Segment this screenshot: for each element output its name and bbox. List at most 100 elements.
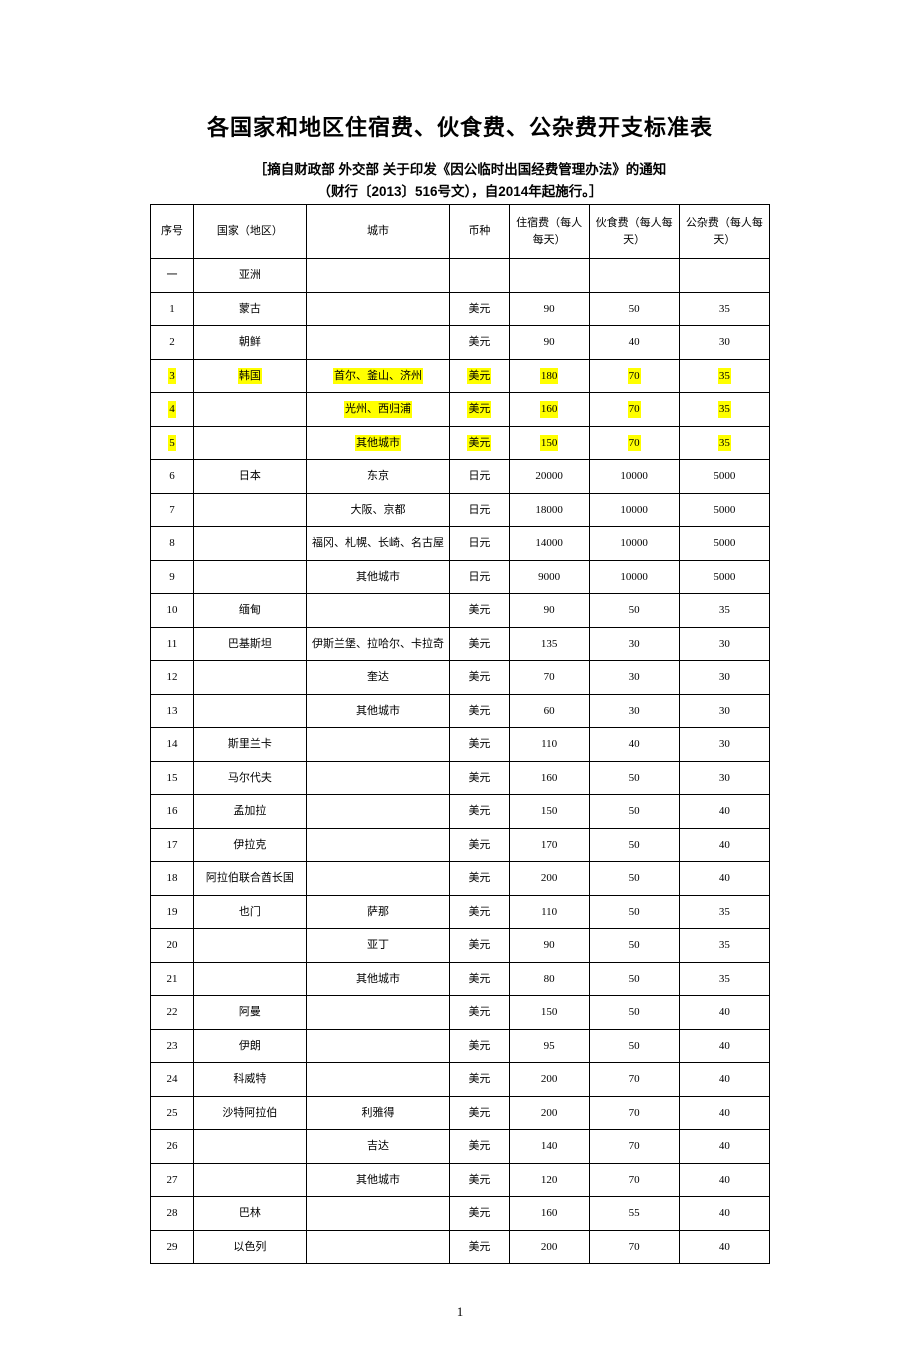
col-header-lodging: 住宿费（每人每天） bbox=[509, 205, 589, 259]
cell-meal: 30 bbox=[589, 627, 679, 661]
table-row: 10缅甸美元905035 bbox=[151, 594, 770, 628]
cell-currency: 美元 bbox=[450, 795, 509, 829]
table-row: 19也门萨那美元1105035 bbox=[151, 895, 770, 929]
highlight: 70 bbox=[628, 368, 641, 385]
highlight: 70 bbox=[628, 401, 641, 418]
cell-city: 奎达 bbox=[306, 661, 449, 695]
cell-misc: 30 bbox=[679, 661, 769, 695]
table-row: 29以色列美元2007040 bbox=[151, 1230, 770, 1264]
highlight: 美元 bbox=[467, 368, 491, 385]
highlight: 首尔、釜山、济州 bbox=[333, 368, 423, 385]
cell-lodging: 180 bbox=[509, 359, 589, 393]
cell-city bbox=[306, 828, 449, 862]
cell-lodging: 150 bbox=[509, 795, 589, 829]
cell-misc: 5000 bbox=[679, 527, 769, 561]
cell-lodging: 90 bbox=[509, 594, 589, 628]
cell-seq: 21 bbox=[151, 962, 194, 996]
table-row: 27其他城市美元1207040 bbox=[151, 1163, 770, 1197]
cell-seq: 11 bbox=[151, 627, 194, 661]
table-row: 22阿曼美元1505040 bbox=[151, 996, 770, 1030]
cell-meal: 50 bbox=[589, 594, 679, 628]
cell-country bbox=[194, 527, 307, 561]
cell-misc: 40 bbox=[679, 1230, 769, 1264]
cell-lodging: 110 bbox=[509, 728, 589, 762]
table-row: 26吉达美元1407040 bbox=[151, 1130, 770, 1164]
cell-currency: 美元 bbox=[450, 1096, 509, 1130]
cell-lodging: 90 bbox=[509, 326, 589, 360]
table-row: 13其他城市美元603030 bbox=[151, 694, 770, 728]
cell-meal: 55 bbox=[589, 1197, 679, 1231]
cell-seq: 18 bbox=[151, 862, 194, 896]
cell-seq: 15 bbox=[151, 761, 194, 795]
cell-lodging: 160 bbox=[509, 393, 589, 427]
cell-seq: 7 bbox=[151, 493, 194, 527]
cell-lodging: 135 bbox=[509, 627, 589, 661]
table-row: 20亚丁美元905035 bbox=[151, 929, 770, 963]
cell-city bbox=[306, 326, 449, 360]
cell-lodging: 80 bbox=[509, 962, 589, 996]
cell-meal bbox=[589, 259, 679, 293]
cell-city: 福冈、札幌、长崎、名古屋 bbox=[306, 527, 449, 561]
table-header: 序号 国家（地区） 城市 币种 住宿费（每人每天） 伙食费（每人每天） 公杂费（… bbox=[151, 205, 770, 259]
cell-currency: 美元 bbox=[450, 1063, 509, 1097]
cell-country: 伊朗 bbox=[194, 1029, 307, 1063]
cell-country: 斯里兰卡 bbox=[194, 728, 307, 762]
cell-country: 孟加拉 bbox=[194, 795, 307, 829]
cell-country: 阿拉伯联合酋长国 bbox=[194, 862, 307, 896]
cell-misc: 30 bbox=[679, 761, 769, 795]
cell-seq: 10 bbox=[151, 594, 194, 628]
cell-city: 其他城市 bbox=[306, 962, 449, 996]
col-header-city: 城市 bbox=[306, 205, 449, 259]
cell-currency: 美元 bbox=[450, 728, 509, 762]
cell-seq: 12 bbox=[151, 661, 194, 695]
col-header-misc: 公杂费（每人每天） bbox=[679, 205, 769, 259]
cell-lodging: 200 bbox=[509, 1096, 589, 1130]
cell-city: 光州、西归浦 bbox=[306, 393, 449, 427]
col-header-country: 国家（地区） bbox=[194, 205, 307, 259]
cell-lodging: 200 bbox=[509, 862, 589, 896]
cell-currency: 美元 bbox=[450, 393, 509, 427]
cell-seq: 26 bbox=[151, 1130, 194, 1164]
cell-lodging: 14000 bbox=[509, 527, 589, 561]
cell-seq: 22 bbox=[151, 996, 194, 1030]
cell-city: 亚丁 bbox=[306, 929, 449, 963]
cell-seq: 9 bbox=[151, 560, 194, 594]
highlight: 5 bbox=[168, 435, 176, 452]
table-row: 21其他城市美元805035 bbox=[151, 962, 770, 996]
cell-misc: 40 bbox=[679, 1130, 769, 1164]
cell-seq: 3 bbox=[151, 359, 194, 393]
cell-currency: 美元 bbox=[450, 996, 509, 1030]
cell-currency: 美元 bbox=[450, 1197, 509, 1231]
highlight: 150 bbox=[540, 435, 559, 452]
cell-lodging: 70 bbox=[509, 661, 589, 695]
cell-city bbox=[306, 862, 449, 896]
cell-lodging: 20000 bbox=[509, 460, 589, 494]
highlight: 35 bbox=[718, 401, 731, 418]
cell-currency: 美元 bbox=[450, 627, 509, 661]
cell-country: 也门 bbox=[194, 895, 307, 929]
cell-lodging: 140 bbox=[509, 1130, 589, 1164]
cell-country bbox=[194, 694, 307, 728]
cell-lodging: 200 bbox=[509, 1230, 589, 1264]
document-title: 各国家和地区住宿费、伙食费、公杂费开支标准表 bbox=[150, 110, 770, 142]
cell-misc: 35 bbox=[679, 594, 769, 628]
cell-meal: 50 bbox=[589, 962, 679, 996]
cell-currency: 日元 bbox=[450, 560, 509, 594]
table-row: 24科威特美元2007040 bbox=[151, 1063, 770, 1097]
cell-seq: 6 bbox=[151, 460, 194, 494]
table-row: 1蒙古美元905035 bbox=[151, 292, 770, 326]
cell-country: 日本 bbox=[194, 460, 307, 494]
cell-seq: 28 bbox=[151, 1197, 194, 1231]
cell-seq: 13 bbox=[151, 694, 194, 728]
cell-currency: 美元 bbox=[450, 359, 509, 393]
cell-currency: 美元 bbox=[450, 326, 509, 360]
cell-lodging: 120 bbox=[509, 1163, 589, 1197]
cell-country: 缅甸 bbox=[194, 594, 307, 628]
highlight: 160 bbox=[540, 401, 559, 418]
cell-city bbox=[306, 1063, 449, 1097]
cell-city bbox=[306, 259, 449, 293]
cell-country: 巴林 bbox=[194, 1197, 307, 1231]
cell-seq: 5 bbox=[151, 426, 194, 460]
cell-city bbox=[306, 1230, 449, 1264]
cell-meal: 50 bbox=[589, 862, 679, 896]
